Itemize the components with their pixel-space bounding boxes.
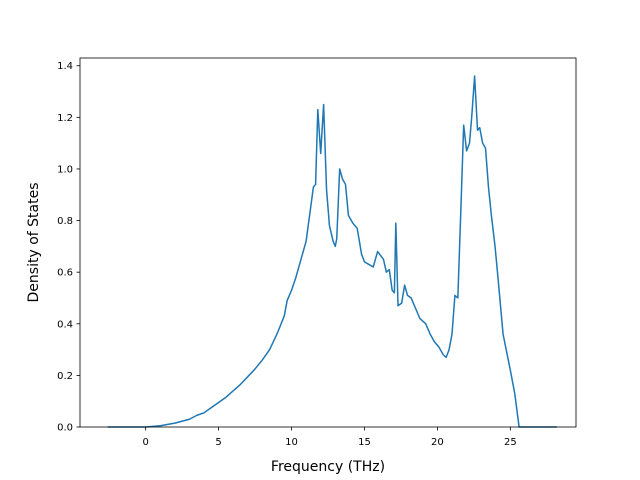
- y-tick-label: 0.8: [57, 216, 73, 227]
- x-tick-label: 5: [215, 437, 221, 448]
- plot-frame: [79, 57, 577, 428]
- x-axis-label: Frequency (THz): [271, 459, 385, 475]
- plot-area: [80, 58, 576, 427]
- y-tick-label: 0.4: [57, 319, 73, 330]
- x-tick-label: 15: [358, 437, 371, 448]
- y-tick-label: 0.0: [57, 423, 73, 434]
- y-tick-label: 1.0: [57, 164, 73, 175]
- x-tick-label: 25: [504, 437, 517, 448]
- y-tick-label: 1.4: [57, 61, 73, 72]
- x-tick-label: 20: [431, 437, 444, 448]
- y-tick-label: 0.2: [57, 371, 73, 382]
- y-tick-label: 1.2: [57, 113, 73, 124]
- y-axis-label: Density of States: [26, 183, 42, 303]
- dos-series-line: [107, 75, 558, 428]
- series-layer: [107, 75, 558, 428]
- x-ticks: 0 5 10 15 20 25: [142, 427, 517, 448]
- x-tick-label: 10: [285, 437, 298, 448]
- y-ticks: 0.0 0.2 0.4 0.6 0.8 1.0 1.2 1.4: [57, 61, 80, 434]
- y-tick-label: 0.6: [57, 268, 73, 279]
- x-tick-label: 0: [142, 437, 148, 448]
